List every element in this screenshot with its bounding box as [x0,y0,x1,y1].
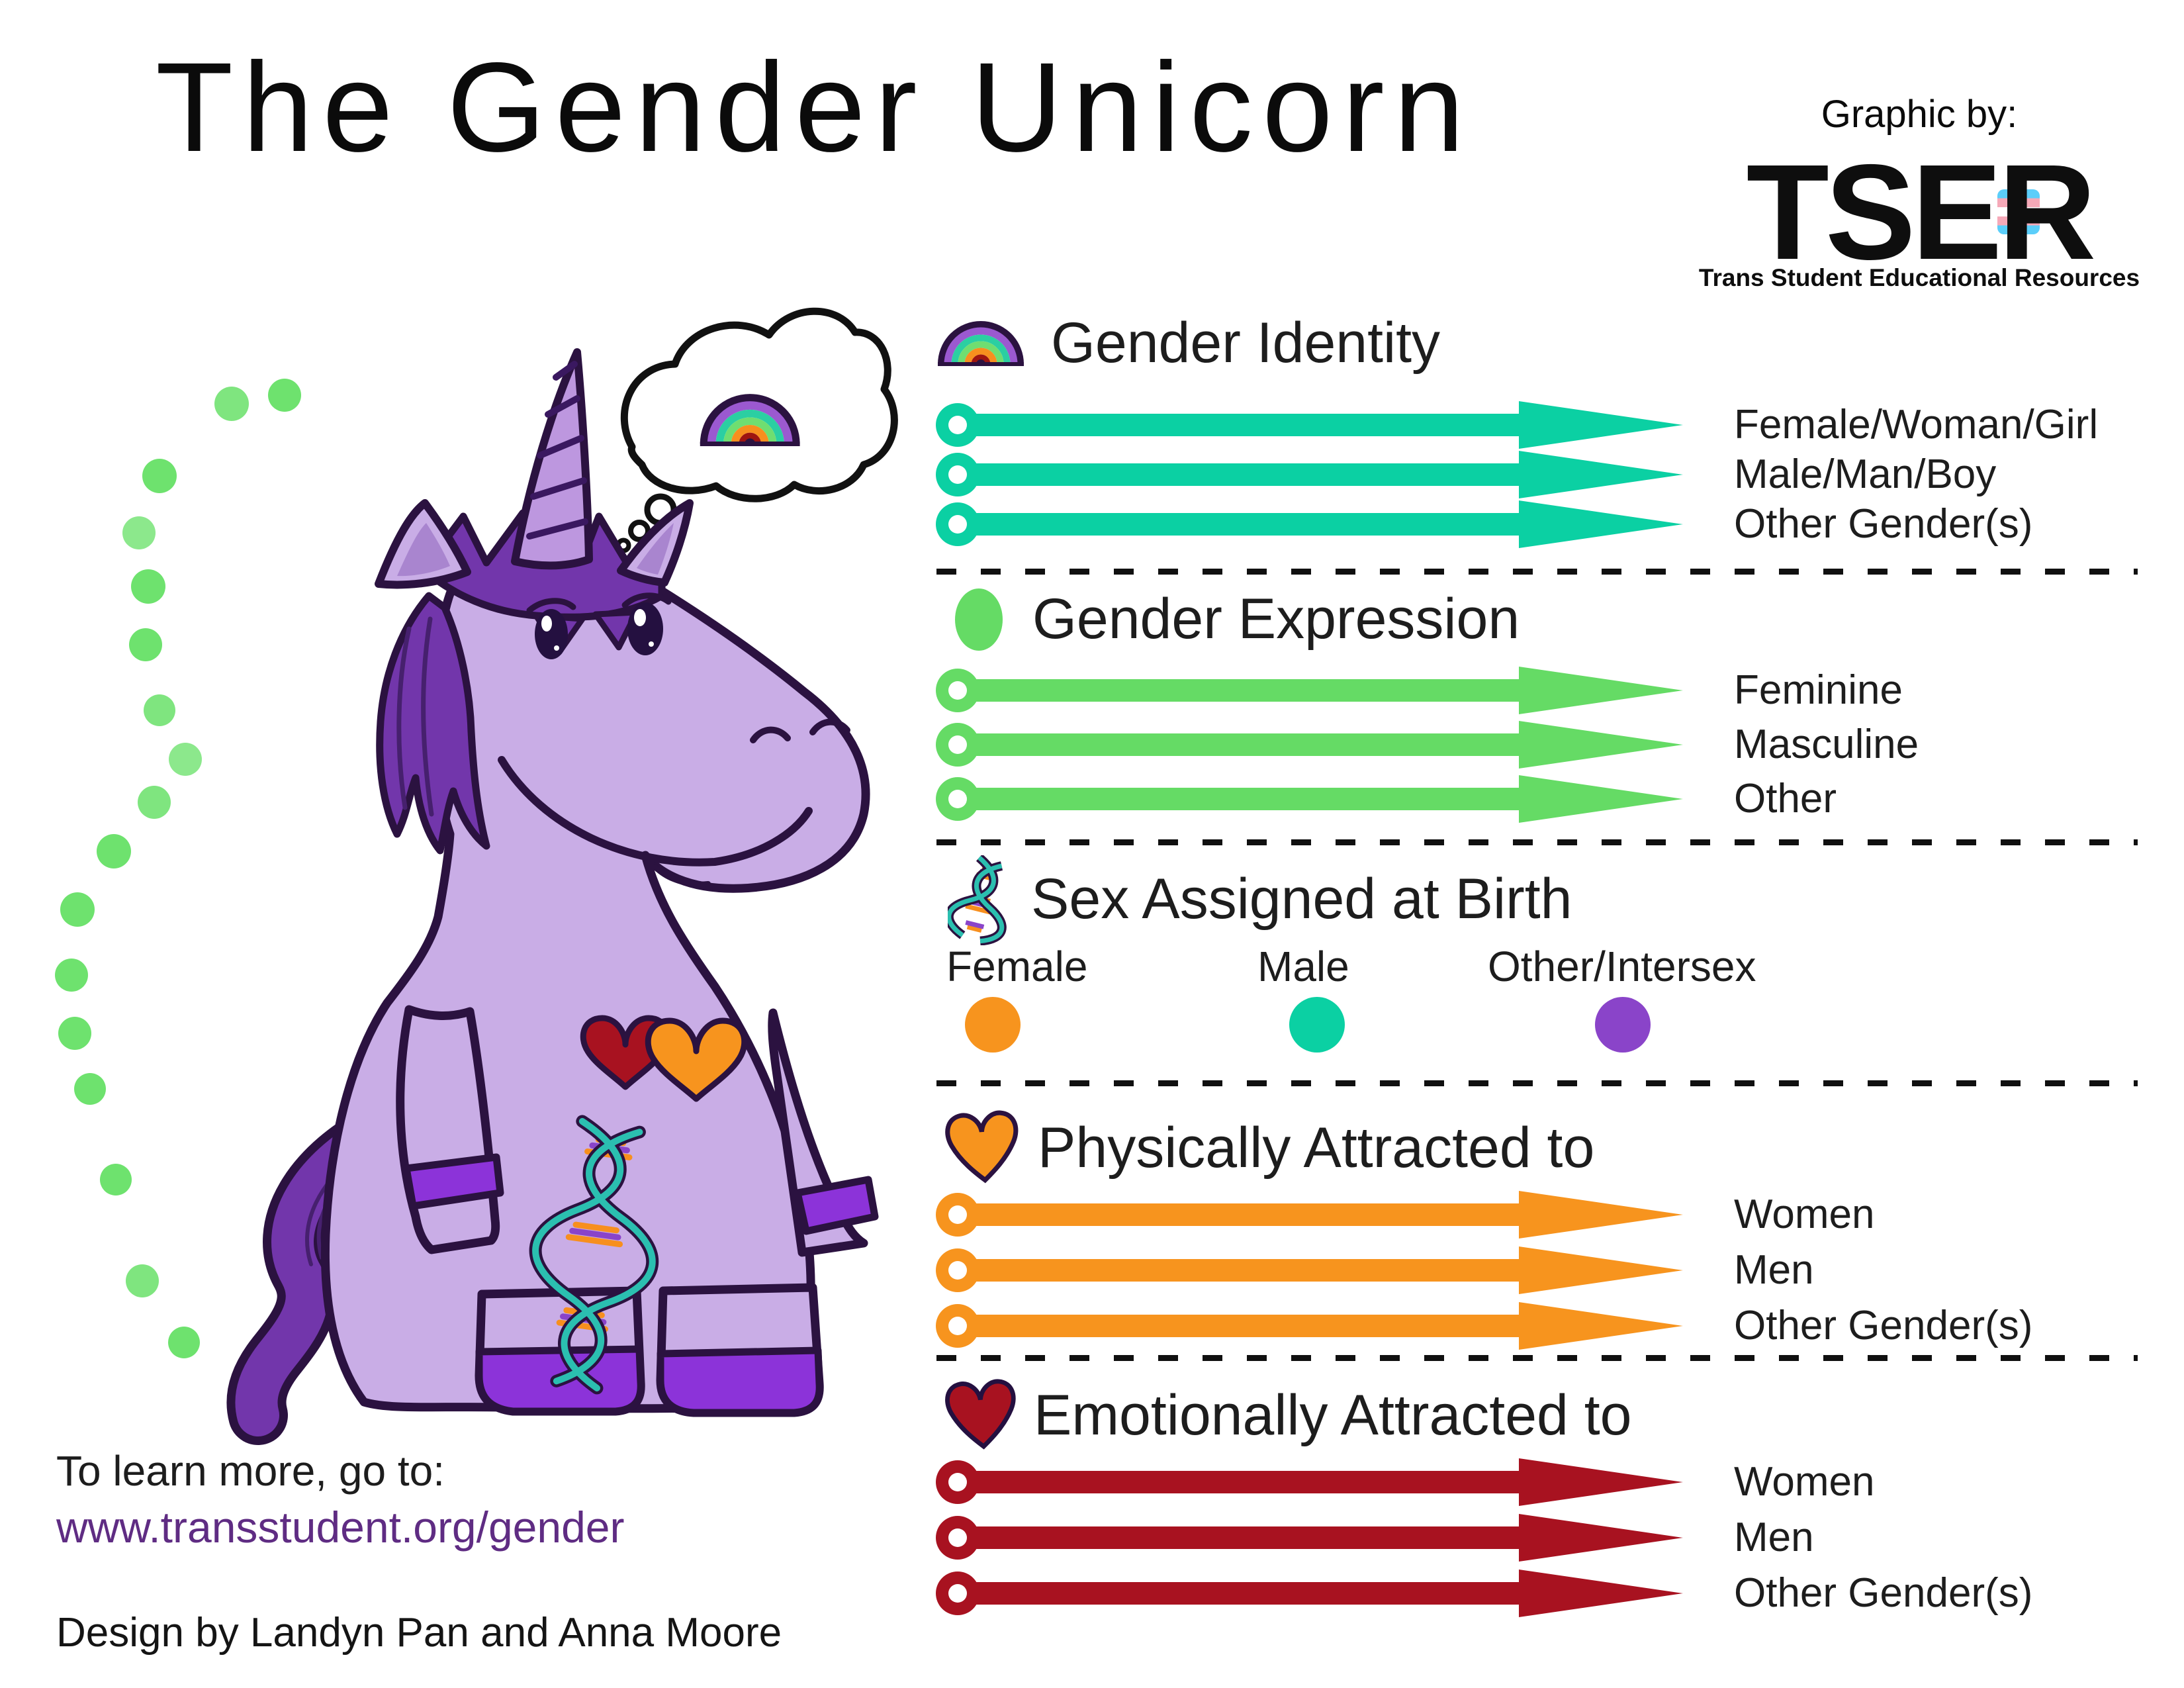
emotional-label-women: Women [1734,1459,1875,1505]
arrow-icon [936,1570,1683,1617]
trans-flag-icon [1997,189,2040,234]
sex-option-male-label: Male [1257,943,1349,990]
arrow-icon [936,451,1683,498]
emotional-attraction-row: Women [931,1454,2184,1510]
unicorn [226,348,879,1445]
section-divider [936,569,2138,575]
arrow-icon [936,775,1683,823]
gender-identity-row: Male/Man/Boy [931,447,2184,502]
dna-icon [529,1115,659,1395]
physical-label-other: Other Gender(s) [1734,1303,2033,1348]
other-intersex-dot-icon [1595,997,1651,1053]
sex-option-other-label: Other/Intersex [1488,943,1756,990]
physical-attraction-row: Other Gender(s) [931,1298,2184,1354]
physical-attraction-row: Men [931,1243,2184,1298]
unicorn-leg-right [656,1283,824,1417]
gender-expression-row: Feminine [931,663,2184,718]
orange-heart-icon [945,1110,1019,1184]
emotional-attraction-row: Men [931,1510,2184,1566]
section-heading-gender-identity: Gender Identity [1051,311,1441,375]
expression-label-other: Other [1734,776,1837,821]
identity-label-female: Female/Woman/Girl [1734,402,2099,447]
arrow-icon [936,1191,1683,1239]
unicorn-face [498,592,850,887]
male-dot-icon [1289,997,1345,1053]
tser-org-name: Trans Student Educational Resources [1698,264,2140,291]
expression-label-feminine: Feminine [1734,667,1903,713]
section-divider [936,839,2138,845]
emotional-label-men: Men [1734,1515,1814,1560]
gender-expression-row: Other [931,771,2184,827]
website-link[interactable]: www.transstudent.org/gender [56,1503,625,1552]
section-heading-physically-attracted: Physically Attracted to [1038,1116,1595,1180]
section-heading-emotionally-attracted: Emotionally Attracted to [1034,1383,1632,1447]
arrow-icon [936,401,1683,449]
dark-red-heart-icon [945,1379,1016,1450]
sex-option-female-label: Female [946,943,1088,990]
section-divider [936,1080,2138,1086]
arrow-icon [936,1246,1683,1294]
section-divider [936,1355,2138,1361]
tser-logo: TSER [1746,136,2097,288]
design-credit: Design by Landyn Pan and Anna Moore [56,1610,782,1656]
arrow-icon [936,500,1683,548]
dna-icon [948,855,1007,945]
arrow-icon [936,1458,1683,1506]
arrow-icon [936,667,1683,714]
emotional-attraction-row: Other Gender(s) [931,1566,2184,1621]
thought-bubble [615,307,898,553]
section-heading-sex-assigned: Sex Assigned at Birth [1031,867,1572,931]
page-title: The Gender Unicorn [156,36,1474,178]
female-dot-icon [965,997,1021,1053]
identity-label-male: Male/Man/Boy [1734,451,1997,497]
expression-label-masculine: Masculine [1734,722,1919,767]
hearts-icon [580,1015,748,1102]
unicorn-illustration [55,307,898,1445]
identity-label-other: Other Gender(s) [1734,501,2033,547]
gender-identity-row: Other Gender(s) [931,496,2184,552]
section-heading-gender-expression: Gender Expression [1032,587,1520,651]
gender-identity-row: Female/Woman/Girl [931,397,2184,453]
physical-attraction-row: Women [931,1187,2184,1243]
arrow-icon [936,1514,1683,1562]
unicorn-mane-side [376,592,490,855]
physical-label-men: Men [1734,1247,1814,1293]
green-dots-arc [55,379,301,1358]
unicorn-ear-right [617,499,694,586]
arrow-icon [936,721,1683,769]
unicorn-horn [511,348,593,570]
unicorn-arm-left [396,1005,504,1254]
physical-label-women: Women [1734,1192,1875,1237]
rainbow-icon [934,312,1027,369]
graphic-by-label: Graphic by: [1821,93,2018,136]
learn-more-label: To learn more, go to: [56,1447,445,1495]
green-circle-icon [955,588,1003,651]
gender-expression-row: Masculine [931,717,2184,773]
unicorn-arm-right [768,1008,879,1257]
arrow-icon [936,1302,1683,1350]
emotional-label-other: Other Gender(s) [1734,1570,2033,1616]
